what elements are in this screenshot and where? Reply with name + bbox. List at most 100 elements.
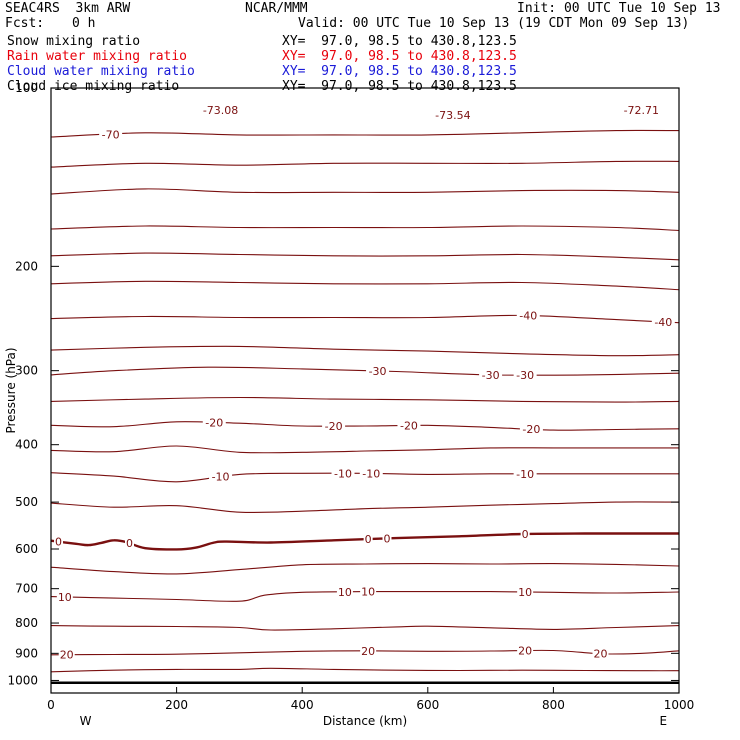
- contour-line: [50, 532, 679, 551]
- contour-label: -30: [482, 369, 500, 382]
- contour-label: 0: [383, 532, 390, 545]
- contour-label-bg: [202, 416, 226, 429]
- field-name-snow: Snow mixing ratio: [7, 34, 141, 49]
- contour-label: 10: [361, 586, 375, 599]
- x-tick-label: 1000: [664, 698, 695, 712]
- contour-label-bg: [322, 420, 346, 433]
- label-layer: -70 -40 -40 -30 -30 -30 -20 -20 -20 -20 -10 -10 -10 -…: [54, 104, 675, 662]
- forecast-hour: 0 h: [72, 16, 96, 31]
- contour-label: 20: [518, 645, 532, 658]
- valid-time: Valid: 00 UTC Tue 10 Sep 13 (19 CDT Mon …: [298, 16, 690, 31]
- extremum-label: -73.54: [435, 109, 470, 122]
- contour-label: -30: [516, 369, 534, 382]
- contour-label: 10: [58, 591, 72, 604]
- contour-label-bg: [651, 315, 675, 328]
- contour-line: [50, 667, 680, 673]
- east-label: E: [660, 714, 668, 728]
- y-tick-label: 800: [15, 616, 38, 630]
- contour-line: [50, 280, 680, 291]
- contour-line: [50, 345, 680, 357]
- contour-label-bg: [331, 467, 355, 480]
- contour-line: [50, 591, 680, 602]
- init-time: Init: 00 UTC Tue 10 Sep 13: [517, 1, 721, 16]
- contour-label: 0: [55, 536, 62, 549]
- y-tick-label: 700: [15, 582, 38, 596]
- x-tick-label: 200: [165, 698, 188, 712]
- west-label: W: [80, 714, 92, 728]
- contour-label-bg: [513, 368, 537, 381]
- field-xy-rain: XY= 97.0, 98.5 to 430.8,123.5: [282, 49, 517, 64]
- contour-label-bg: [54, 535, 64, 548]
- contour-label-bg: [382, 532, 392, 545]
- field-xy-cloud-water: XY= 97.0, 98.5 to 430.8,123.5: [282, 64, 517, 79]
- contour-line: [50, 563, 680, 575]
- contour-line: [50, 252, 680, 261]
- y-tick-label: 400: [15, 438, 38, 452]
- forecast-label: Fcst:: [5, 16, 45, 31]
- contour-line: [50, 445, 679, 454]
- contour-label-bg: [56, 590, 73, 603]
- field-name-cloud-water: Cloud water mixing ratio: [7, 64, 195, 79]
- x-tick-label: 800: [542, 698, 565, 712]
- contour-label-bg: [125, 537, 134, 550]
- contour-label-bg: [359, 467, 383, 480]
- field-xy-cloud-ice: XY= 97.0, 98.5 to 430.8,123.5: [282, 79, 517, 94]
- extremum-label: -73.08: [203, 104, 238, 117]
- contour-line: [50, 625, 680, 631]
- contour-label: -10: [212, 471, 230, 484]
- contour-label-bg: [517, 585, 534, 598]
- contour-line: [50, 129, 680, 138]
- contour-label-bg: [99, 128, 123, 141]
- y-tick-label: 500: [15, 495, 38, 509]
- contour-label-bg: [592, 647, 609, 660]
- contour-label: 10: [338, 586, 352, 599]
- field-name-rain: Rain water mixing ratio: [7, 49, 188, 64]
- contour-label-bg: [209, 470, 233, 483]
- contour-label-bg: [517, 644, 534, 657]
- plot-frame: [50, 87, 680, 694]
- contour-line: [50, 160, 680, 168]
- model-title: SEAC4RS 3km ARW: [5, 1, 131, 16]
- x-axis-label: Distance (km): [323, 714, 407, 728]
- contour-label: -20: [325, 420, 343, 433]
- contour-label: 0: [522, 528, 529, 541]
- contour-label: -40: [654, 316, 672, 329]
- contour-label-bg: [360, 585, 377, 598]
- contour-label-bg: [520, 527, 530, 540]
- x-tick-label: 0: [47, 698, 55, 712]
- contour-label: 20: [594, 648, 608, 661]
- contour-line: [50, 225, 680, 232]
- contour-label-bg: [360, 644, 377, 657]
- x-tick-label: 600: [416, 698, 439, 712]
- contour-label-bg: [363, 533, 373, 546]
- field-xy-snow: XY= 97.0, 98.5 to 430.8,123.5: [282, 34, 517, 49]
- contour-label: -10: [516, 468, 534, 481]
- contour-line: [50, 396, 680, 403]
- y-axis-label: Pressure (hPa): [4, 347, 18, 433]
- field-name-cloud-ice: Cloud ice mixing ratio: [7, 79, 180, 94]
- contour-label: 10: [518, 586, 532, 599]
- contour-label-bg: [336, 585, 353, 598]
- contour-label-bg: [519, 423, 543, 436]
- contour-line: [50, 366, 680, 376]
- contour-label: 0: [365, 533, 372, 546]
- contour-label-bg: [58, 648, 75, 661]
- x-tick-label: 400: [291, 698, 314, 712]
- contour-label: -30: [369, 365, 387, 378]
- contour-label: 20: [60, 649, 74, 662]
- contour-line: [50, 501, 680, 514]
- contour-label-bg: [516, 309, 540, 322]
- contour-label: -20: [522, 423, 540, 436]
- y-tick-label: 900: [15, 646, 38, 660]
- contour-label: -40: [519, 310, 537, 323]
- contour-label: -20: [205, 417, 223, 430]
- contour-label: -20: [400, 420, 418, 433]
- contour-label: -70: [102, 128, 120, 141]
- contour-label: -10: [334, 467, 352, 480]
- contour-line: [50, 314, 680, 324]
- extremum-label: -72.71: [624, 104, 659, 117]
- contour-line: [50, 421, 680, 431]
- y-tick-label: 300: [15, 364, 38, 378]
- contour-label-bg: [479, 368, 503, 381]
